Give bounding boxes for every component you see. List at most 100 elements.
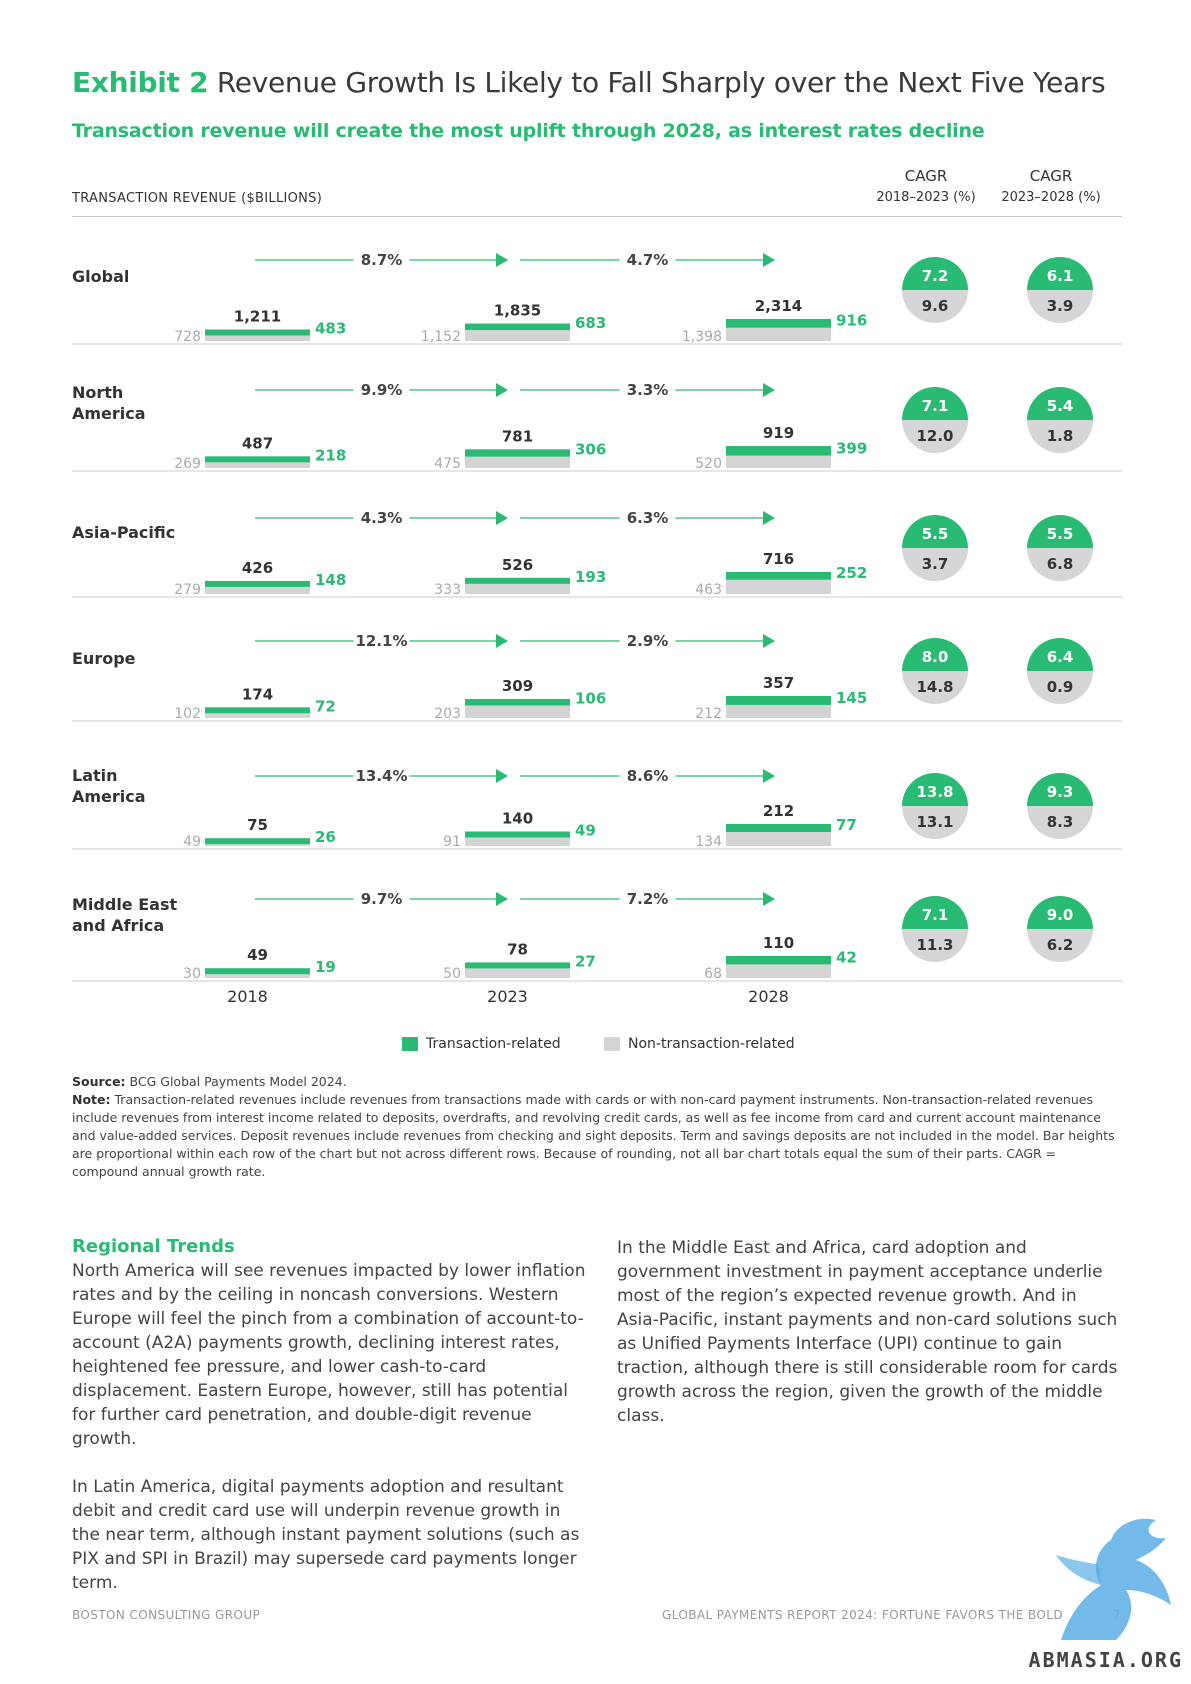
bar-non-transaction-europe-2023	[465, 705, 570, 718]
non-transaction-label-asia-pacific-2023: 333	[434, 582, 461, 598]
non-transaction-label-global-2028: 1,398	[682, 329, 722, 345]
bar-transaction-latin-america-2023	[465, 831, 570, 838]
cagr-2023-2028-top-middle-east-and-africa	[1027, 896, 1093, 929]
cagr-header-1-title: CAGR	[904, 167, 948, 185]
bar-transaction-global-2028	[726, 319, 831, 328]
bar-transaction-global-2018	[205, 329, 310, 336]
chart-top-rule	[72, 216, 1122, 217]
bar-non-transaction-north-america-2023	[465, 456, 570, 468]
growth-arrow-head-latin-america-1	[496, 769, 508, 783]
cagr-2023-2028-non-transaction-asia-pacific: 6.8	[1047, 555, 1074, 573]
cagr-2018-2023-transaction-latin-america: 13.8	[916, 783, 953, 801]
bar-transaction-asia-pacific-2023	[465, 577, 570, 584]
transaction-label-latin-america-2018: 26	[315, 828, 336, 846]
non-transaction-label-north-america-2023: 475	[434, 456, 461, 472]
source-text: BCG Global Payments Model 2024.	[129, 1074, 347, 1089]
cagr-2023-2028-non-transaction-middle-east-and-africa: 6.2	[1047, 936, 1074, 954]
growth-arrow-head-north-america-1	[496, 383, 508, 397]
non-transaction-label-europe-2023: 203	[434, 706, 461, 722]
cagr-2018-2023-non-transaction-middle-east-and-africa: 11.3	[916, 936, 953, 954]
cagr-2018-2023-non-transaction-asia-pacific: 3.7	[922, 555, 949, 573]
transaction-label-asia-pacific-2028: 252	[836, 564, 867, 582]
cagr-2018-2023-top-middle-east-and-africa	[902, 896, 968, 929]
regional-revenue-chart: 1,211 728 483 1,835 1,152 683 2,314 1,398 916 8.7…	[72, 251, 1122, 1006]
total-label-global-2018: 1,211	[234, 307, 281, 325]
legend-swatch-non-transaction	[604, 1037, 620, 1051]
cagr-2023-2028-non-transaction-global: 3.9	[1047, 297, 1074, 315]
row-label-europe: Europe	[72, 649, 136, 668]
row-label-asia-pacific: Asia-Pacific	[72, 523, 176, 542]
bar-non-transaction-asia-pacific-2028	[726, 579, 831, 594]
cagr-2018-2023-transaction-north-america: 7.1	[922, 397, 949, 415]
non-transaction-label-latin-america-2023: 91	[443, 834, 461, 850]
transaction-label-europe-2018: 72	[315, 697, 336, 715]
cagr-header-2-period: 2023–2028 (%)	[1001, 190, 1101, 205]
legend-item-transaction: Transaction-related	[402, 1036, 561, 1052]
transaction-label-north-america-2023: 306	[575, 441, 606, 459]
total-label-asia-pacific-2028: 716	[763, 550, 794, 568]
bar-non-transaction-middle-east-and-africa-2023	[465, 968, 570, 978]
year-label-2018: 2018	[227, 987, 268, 1006]
cagr-2023-2028-transaction-asia-pacific: 5.5	[1047, 525, 1074, 543]
transaction-label-north-america-2018: 218	[315, 446, 346, 464]
body-right-column: In the Middle East and Africa, card adop…	[617, 1236, 1122, 1452]
cagr-2023-2028-transaction-middle-east-and-africa: 9.0	[1047, 906, 1074, 924]
total-label-europe-2023: 309	[502, 677, 533, 695]
cagr-2018-2023-non-transaction-north-america: 12.0	[916, 427, 953, 445]
bar-transaction-middle-east-and-africa-2028	[726, 956, 831, 965]
cagr-2023-2028-bottom-latin-america	[1027, 806, 1093, 839]
cagr-2018-2023-top-north-america	[902, 387, 968, 420]
non-transaction-label-europe-2028: 212	[695, 706, 722, 722]
bar-transaction-europe-2018	[205, 707, 310, 714]
growth-rate-latin-america-2: 8.6%	[627, 767, 669, 785]
transaction-label-middle-east-and-africa-2023: 27	[575, 952, 596, 970]
non-transaction-label-asia-pacific-2028: 463	[695, 582, 722, 598]
non-transaction-label-north-america-2018: 269	[174, 456, 201, 472]
exhibit-title-text: Revenue Growth Is Likely to Fall Sharply…	[216, 66, 1106, 99]
growth-rate-asia-pacific-1: 4.3%	[361, 509, 403, 527]
cagr-2023-2028-bottom-asia-pacific	[1027, 548, 1093, 581]
growth-rate-north-america-2: 3.3%	[627, 381, 669, 399]
total-label-middle-east-and-africa-2023: 78	[507, 940, 528, 958]
total-label-global-2023: 1,835	[494, 302, 541, 320]
total-label-global-2028: 2,314	[755, 297, 802, 315]
non-transaction-label-global-2018: 728	[174, 329, 201, 345]
note-line: Note: Transaction-related revenues inclu…	[72, 1091, 1122, 1181]
bar-transaction-middle-east-and-africa-2018	[205, 968, 310, 975]
cagr-2023-2028-non-transaction-europe: 0.9	[1047, 678, 1074, 696]
cagr-2023-2028-top-north-america	[1027, 387, 1093, 420]
bar-transaction-north-america-2028	[726, 446, 831, 456]
cagr-2018-2023-bottom-middle-east-and-africa	[902, 929, 968, 962]
bar-transaction-north-america-2023	[465, 449, 570, 457]
watermark-text: ABMASIA.ORG	[1028, 1648, 1183, 1672]
exhibit-title: Exhibit 2 Revenue Growth Is Likely to Fa…	[72, 66, 1106, 99]
total-label-north-america-2028: 919	[763, 424, 794, 442]
cagr-2018-2023-top-global	[902, 257, 968, 290]
source-label: Source:	[72, 1074, 126, 1089]
total-label-asia-pacific-2023: 526	[502, 556, 533, 574]
section-title: Regional Trends	[72, 1236, 235, 1257]
legend-label-transaction: Transaction-related	[426, 1036, 561, 1052]
total-label-europe-2018: 174	[242, 685, 273, 703]
bar-transaction-europe-2028	[726, 696, 831, 705]
cagr-2018-2023-non-transaction-europe: 14.8	[916, 678, 953, 696]
transaction-label-latin-america-2023: 49	[575, 821, 596, 839]
bar-non-transaction-global-2023	[465, 330, 570, 341]
bar-transaction-asia-pacific-2028	[726, 572, 831, 580]
cagr-header-1-period: 2018–2023 (%)	[876, 190, 976, 205]
cagr-2018-2023-bottom-asia-pacific	[902, 548, 968, 581]
bar-non-transaction-middle-east-and-africa-2028	[726, 964, 831, 978]
growth-rate-asia-pacific-2: 6.3%	[627, 509, 669, 527]
bar-non-transaction-asia-pacific-2023	[465, 583, 570, 594]
cagr-2018-2023-top-asia-pacific	[902, 515, 968, 548]
griffin-logo-icon	[1056, 1518, 1171, 1640]
total-label-north-america-2018: 487	[242, 434, 273, 452]
total-label-asia-pacific-2018: 426	[242, 559, 273, 577]
legend-label-non-transaction: Non-transaction-related	[628, 1036, 795, 1052]
bar-non-transaction-latin-america-2028	[726, 832, 831, 846]
non-transaction-label-latin-america-2018: 49	[183, 834, 201, 850]
body-left-paragraph-2: In Latin America, digital payments adopt…	[72, 1477, 580, 1593]
transaction-label-north-america-2028: 399	[836, 440, 867, 458]
cagr-2018-2023-non-transaction-latin-america: 13.1	[916, 813, 953, 831]
non-transaction-label-north-america-2028: 520	[695, 456, 722, 472]
